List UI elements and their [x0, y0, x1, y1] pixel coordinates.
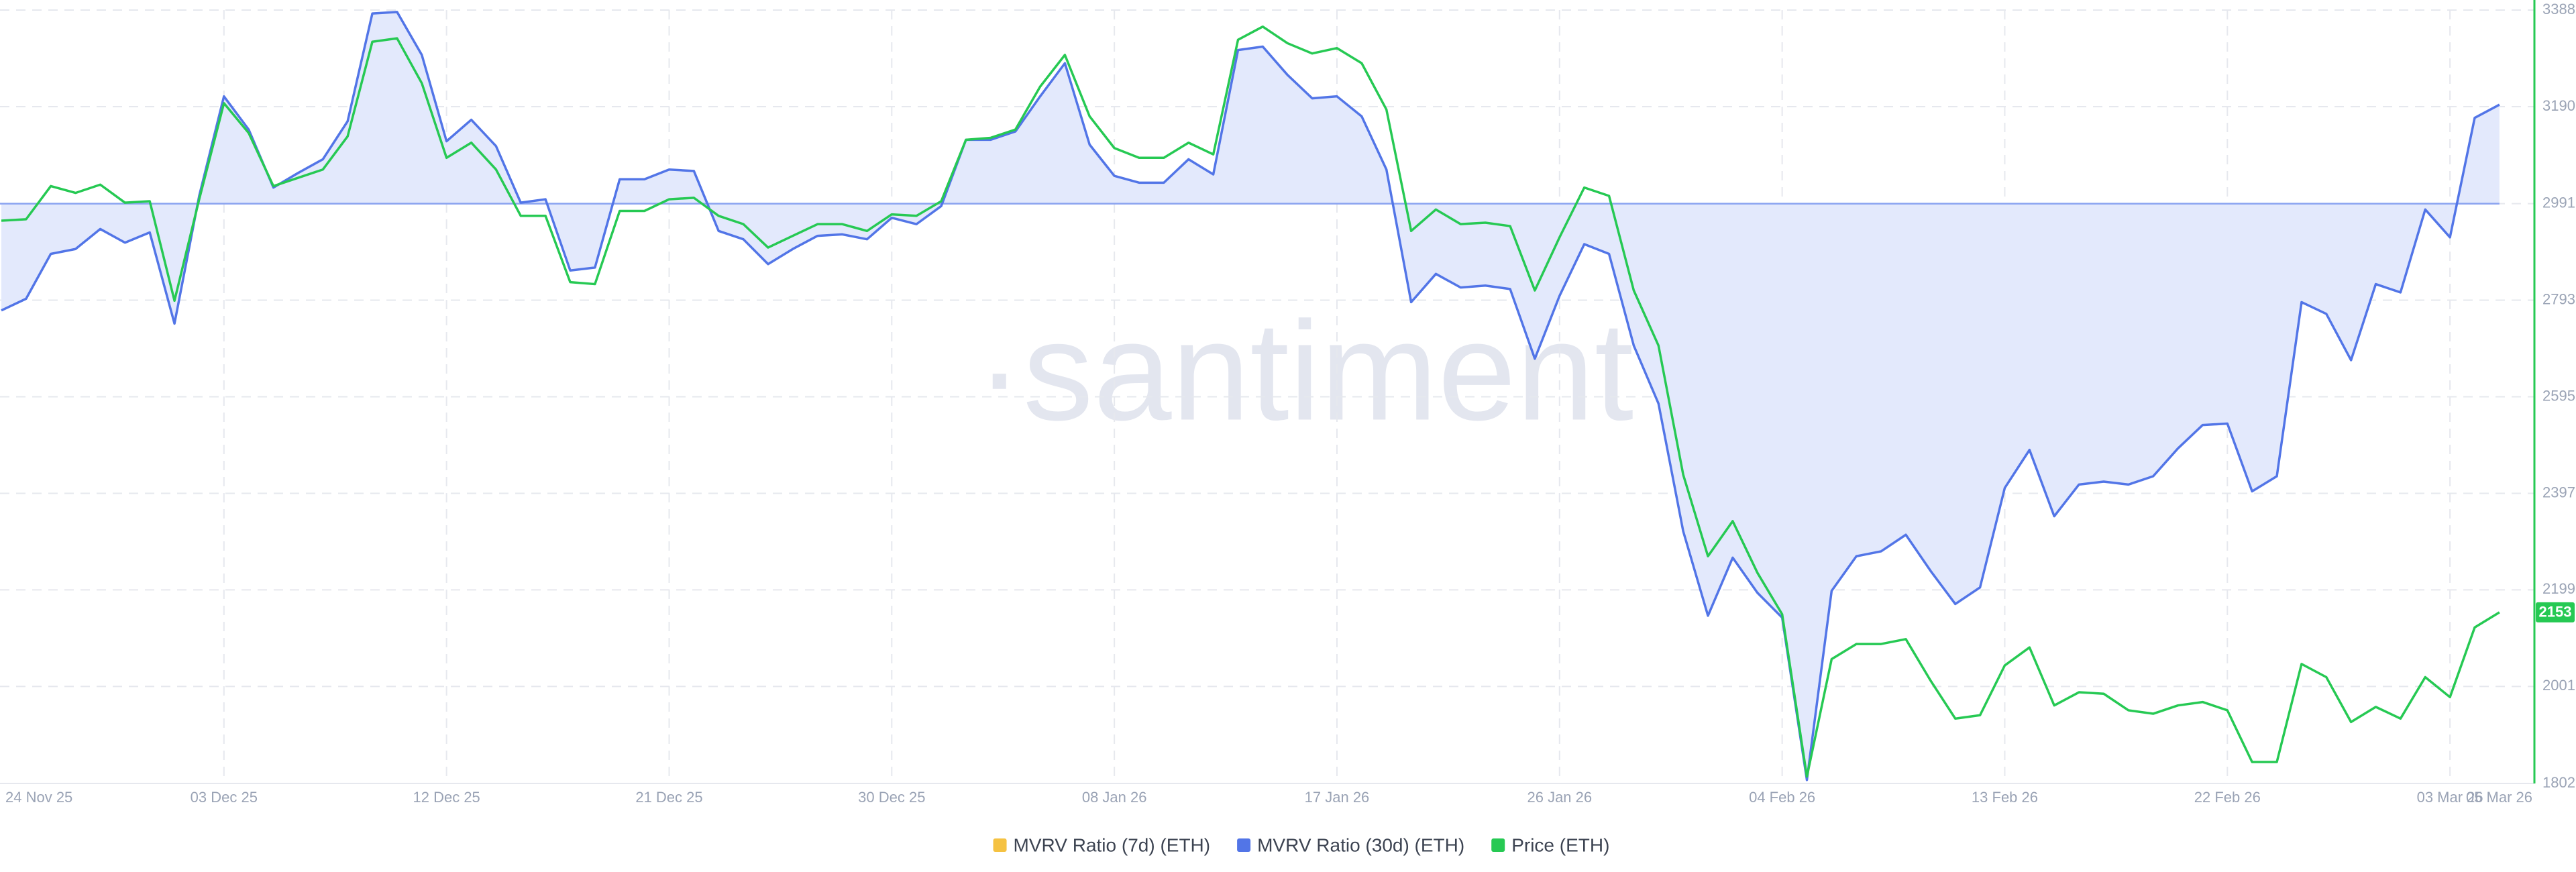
x-tick-label: 21 Dec 25: [635, 789, 702, 806]
x-tick-label: 30 Dec 25: [858, 789, 925, 806]
legend-item: MVRV Ratio (30d) (ETH): [1237, 834, 1464, 855]
y-tick-label: 3388: [2542, 1, 2575, 17]
y-tick-label: 2001: [2542, 677, 2575, 694]
x-tick-label: 26 Jan 26: [1527, 789, 1592, 806]
x-tick-label: 22 Feb 26: [2194, 789, 2261, 806]
x-tick-label: 03 Dec 25: [191, 789, 258, 806]
legend-label: MVRV Ratio (7d) (ETH): [1014, 834, 1211, 855]
y-tick-label: 2595: [2542, 387, 2575, 404]
y-tick-label: 3190: [2542, 97, 2575, 114]
legend: MVRV Ratio (7d) (ETH) MVRV Ratio (30d) (E…: [993, 834, 1609, 855]
legend-label: Price (ETH): [1511, 834, 1609, 855]
x-tick-label: 04 Feb 26: [1749, 789, 1815, 806]
legend-swatch: [1237, 838, 1251, 852]
legend-swatch: [993, 838, 1007, 852]
x-tick-label: 12 Dec 25: [413, 789, 480, 806]
y-tick-label: 2991: [2542, 194, 2575, 211]
y-tick-label: 1802: [2542, 774, 2575, 791]
x-tick-label: 03 Mar 26: [2417, 789, 2483, 806]
x-tick-label: 17 Jan 26: [1305, 789, 1370, 806]
legend-swatch: [1491, 838, 1505, 852]
x-tick-label: 05 Mar 26: [2466, 789, 2532, 806]
last-value-label: 2153: [2539, 604, 2572, 620]
last-value-badge: [2536, 602, 2575, 622]
legend-item: MVRV Ratio (7d) (ETH): [993, 834, 1211, 855]
legend-label: MVRV Ratio (30d) (ETH): [1257, 834, 1464, 855]
watermark: ·santiment·: [976, 292, 1680, 449]
y-tick-label: 2199: [2542, 580, 2575, 597]
y-tick-label: 2793: [2542, 290, 2575, 307]
x-tick-label: 08 Jan 26: [1082, 789, 1147, 806]
line: [1, 25, 2500, 778]
line: [1, 11, 2500, 781]
x-tick-label: 13 Feb 26: [1972, 789, 2038, 806]
y-tick-label: 2397: [2542, 484, 2575, 500]
x-tick-label: 24 Nov 25: [5, 789, 72, 806]
legend-item: Price (ETH): [1491, 834, 1609, 855]
